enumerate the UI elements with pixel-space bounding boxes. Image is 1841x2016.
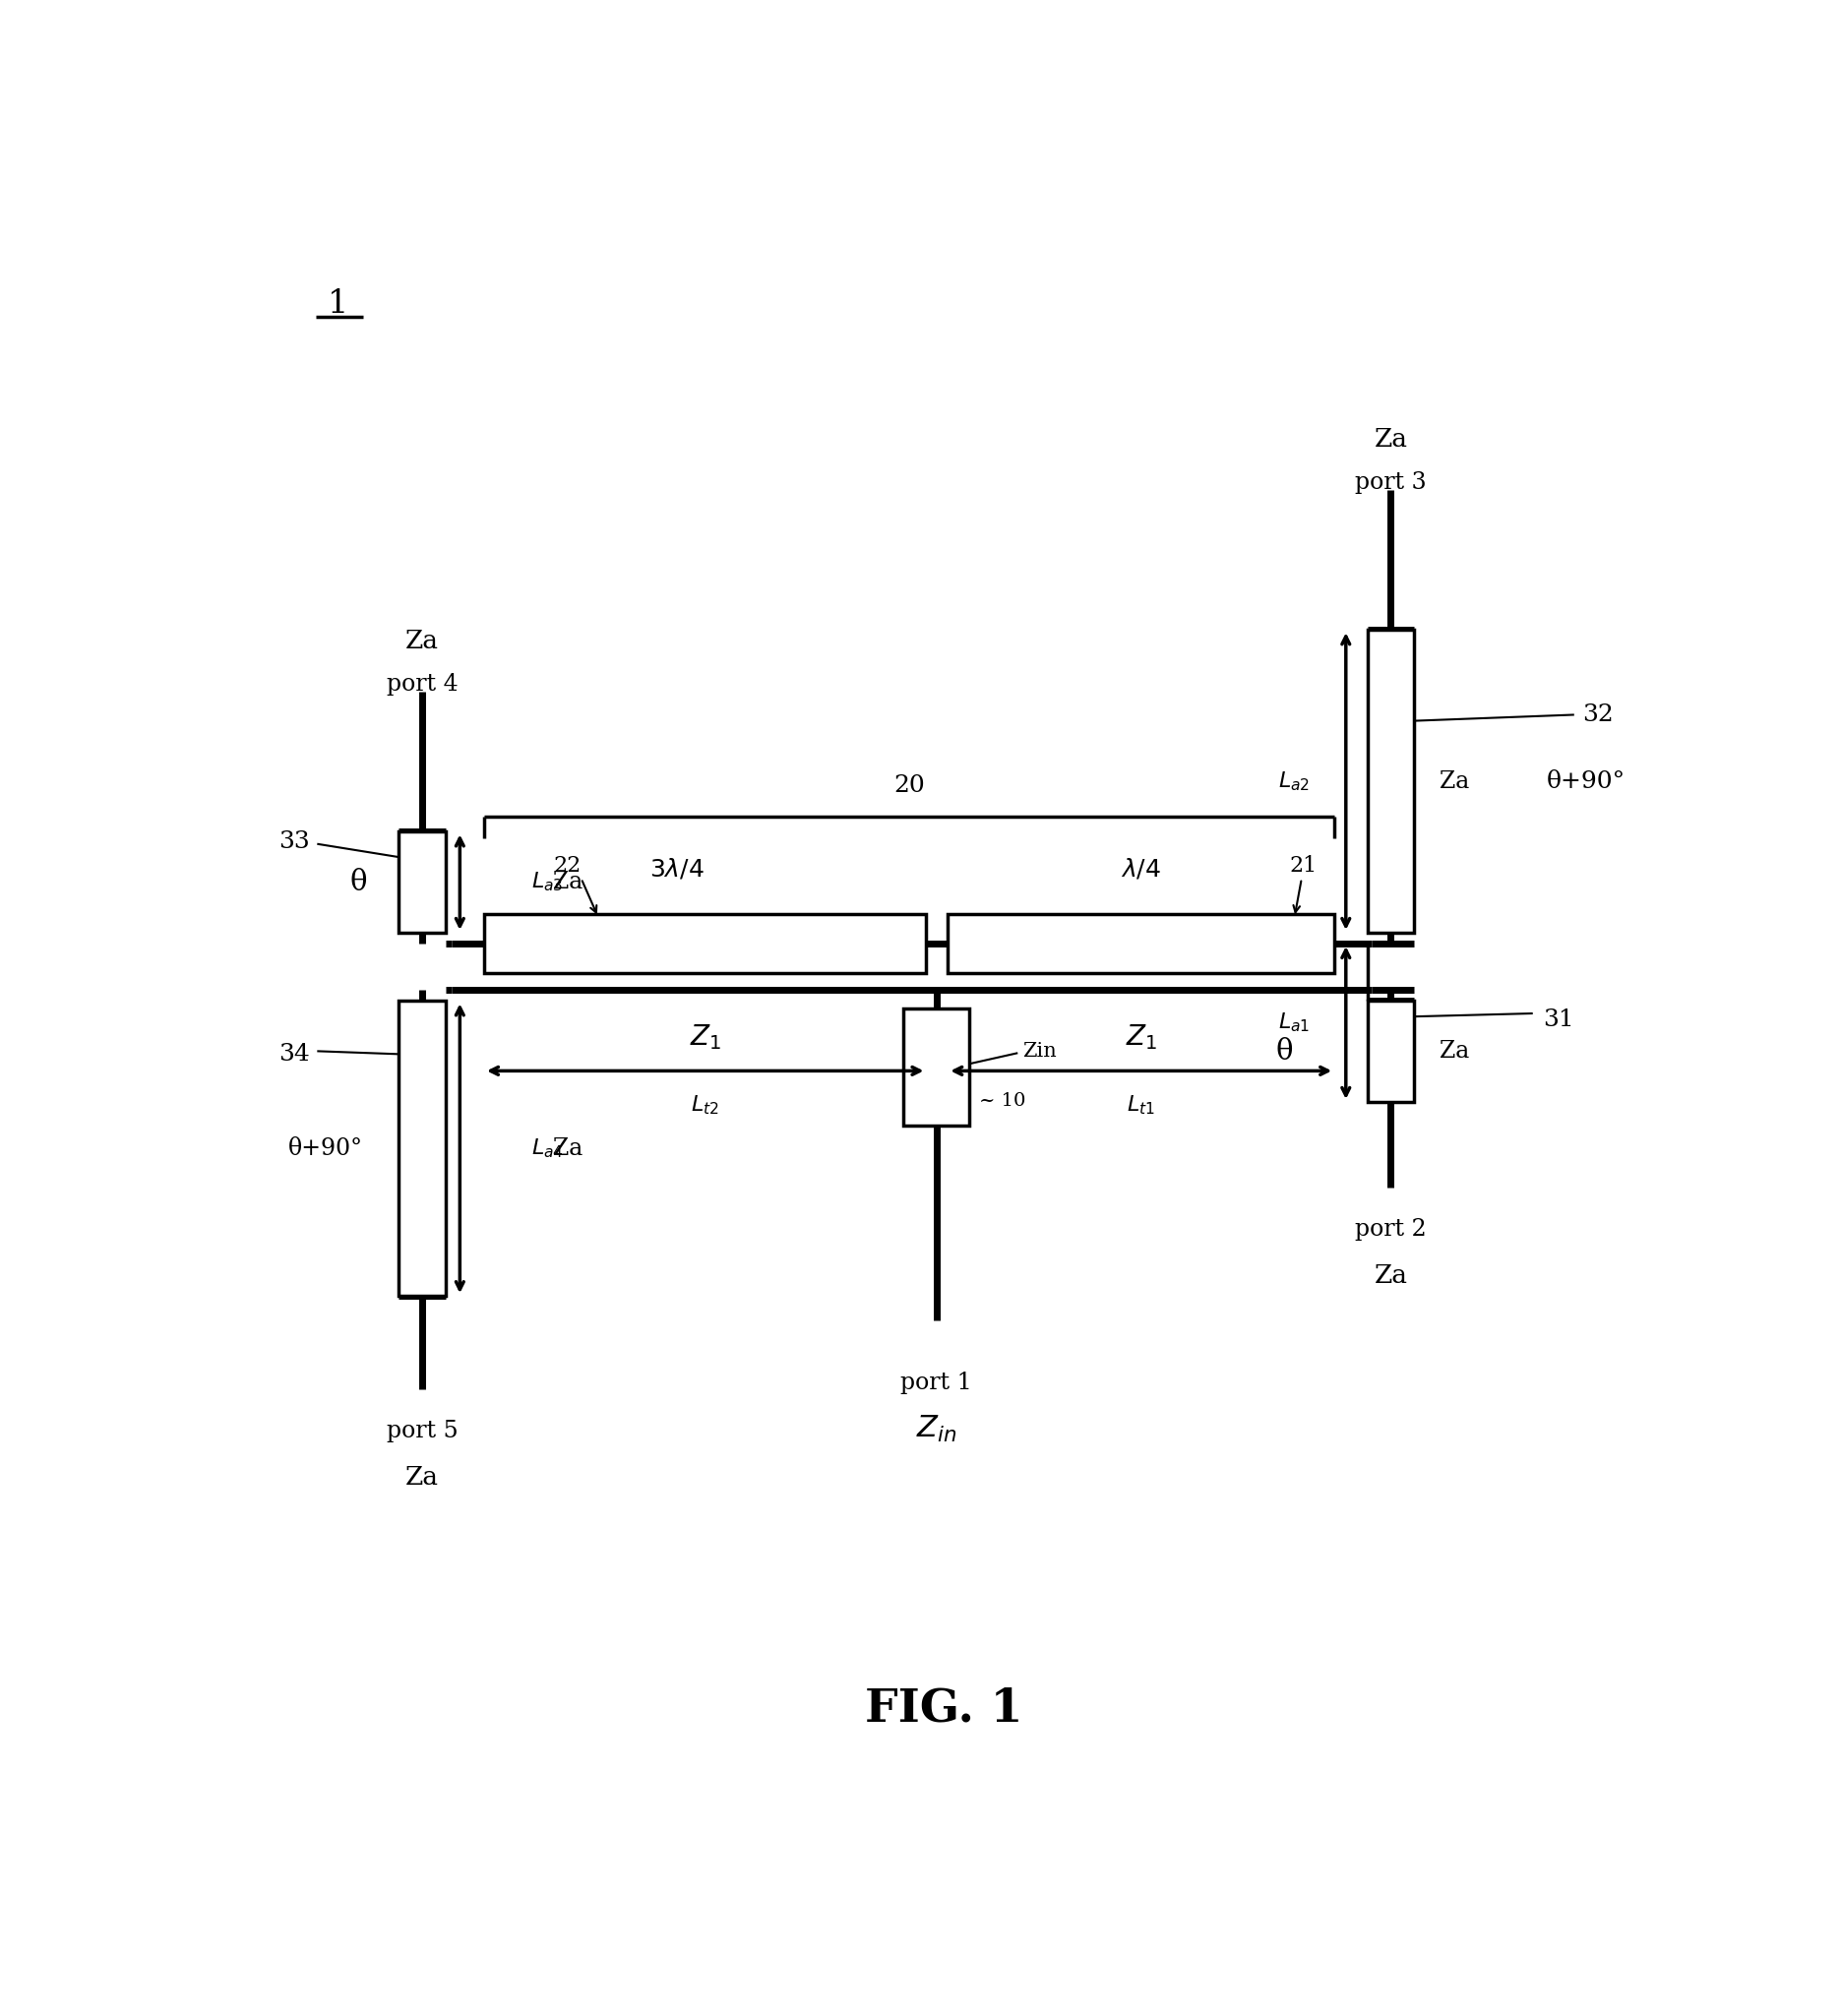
Text: port 2: port 2 bbox=[1355, 1218, 1427, 1240]
Text: $L_{t1}$: $L_{t1}$ bbox=[1127, 1093, 1156, 1117]
Text: 21: 21 bbox=[1289, 855, 1316, 877]
Text: 33: 33 bbox=[278, 831, 309, 853]
Text: FIG. 1: FIG. 1 bbox=[865, 1685, 1022, 1732]
Bar bbox=[1368, 629, 1414, 933]
Text: Za: Za bbox=[1373, 427, 1408, 452]
Text: $L_{a3}$: $L_{a3}$ bbox=[532, 871, 563, 893]
Text: θ: θ bbox=[350, 869, 366, 895]
Bar bbox=[1368, 1002, 1414, 1103]
Text: port 3: port 3 bbox=[1355, 472, 1427, 494]
Text: 1: 1 bbox=[328, 288, 348, 321]
Text: $Z_1$: $Z_1$ bbox=[1125, 1022, 1156, 1052]
Text: $L_{a4}$: $L_{a4}$ bbox=[532, 1137, 563, 1159]
Text: Za: Za bbox=[405, 1466, 438, 1490]
Text: ~ 10: ~ 10 bbox=[979, 1093, 1025, 1111]
Text: 34: 34 bbox=[278, 1042, 309, 1064]
Text: Za: Za bbox=[1373, 1264, 1408, 1288]
Text: Za: Za bbox=[405, 629, 438, 653]
Text: $Z_{in}$: $Z_{in}$ bbox=[917, 1413, 957, 1445]
Bar bbox=[948, 913, 1335, 974]
Bar bbox=[398, 1002, 446, 1296]
Bar bbox=[484, 913, 926, 974]
Text: 20: 20 bbox=[893, 774, 924, 796]
Text: port 5: port 5 bbox=[387, 1419, 458, 1441]
Text: $Z_1$: $Z_1$ bbox=[689, 1022, 722, 1052]
Text: port 1: port 1 bbox=[900, 1371, 972, 1395]
Text: Zin: Zin bbox=[1022, 1042, 1057, 1060]
Text: Za: Za bbox=[1440, 770, 1469, 792]
Text: $L_{a1}$: $L_{a1}$ bbox=[1278, 1012, 1311, 1034]
Text: $\lambda /4$: $\lambda /4$ bbox=[1121, 857, 1162, 881]
Text: Za: Za bbox=[552, 871, 582, 893]
Text: port 4: port 4 bbox=[387, 673, 458, 696]
Bar bbox=[904, 1008, 968, 1125]
Text: 22: 22 bbox=[552, 855, 580, 877]
Text: Za: Za bbox=[1440, 1040, 1469, 1062]
Bar bbox=[398, 833, 446, 933]
Text: Za: Za bbox=[552, 1137, 582, 1159]
Text: $3\lambda /4$: $3\lambda /4$ bbox=[650, 857, 703, 881]
Text: 32: 32 bbox=[1583, 704, 1615, 726]
Text: θ: θ bbox=[1276, 1038, 1292, 1064]
Text: θ+90°: θ+90° bbox=[287, 1137, 363, 1159]
Text: $L_{a2}$: $L_{a2}$ bbox=[1278, 770, 1311, 792]
Text: 31: 31 bbox=[1543, 1008, 1574, 1030]
Text: $L_{t2}$: $L_{t2}$ bbox=[690, 1093, 720, 1117]
Text: θ+90°: θ+90° bbox=[1546, 770, 1626, 792]
